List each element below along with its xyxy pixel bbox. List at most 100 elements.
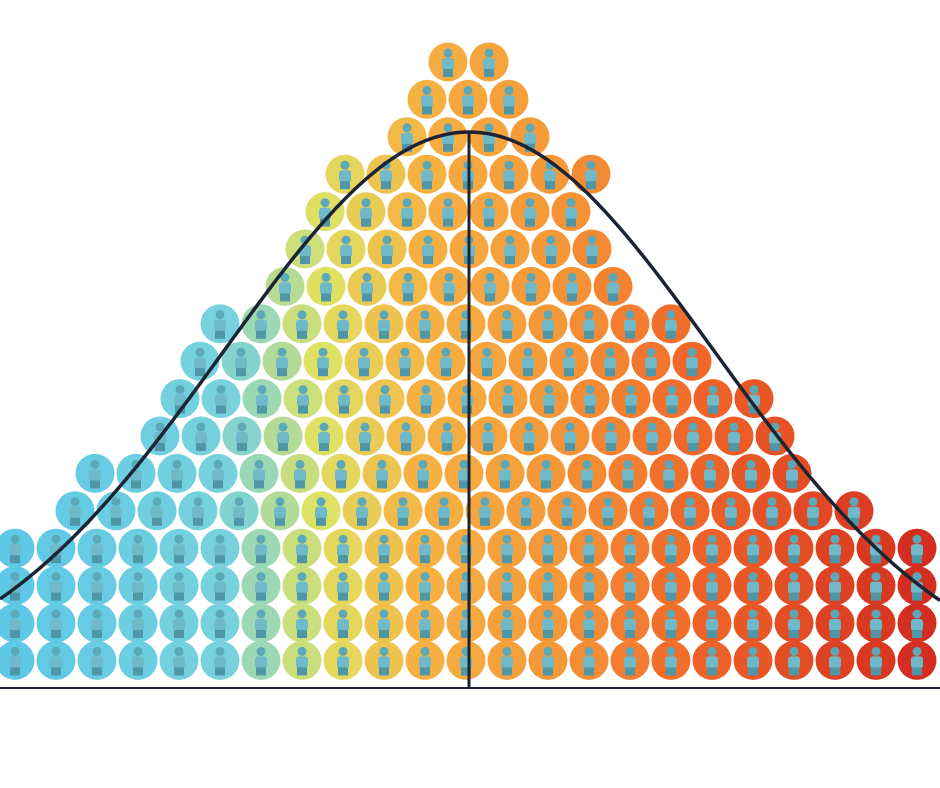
person-legs (297, 630, 307, 638)
person-head (666, 534, 676, 544)
person-legs (297, 555, 307, 564)
person-body (110, 506, 122, 519)
person-legs (51, 667, 61, 676)
person-legs (502, 667, 512, 676)
person-head (485, 272, 495, 282)
person-legs (767, 517, 777, 526)
person-legs (256, 667, 266, 676)
person-token (815, 566, 855, 606)
person-token (282, 566, 322, 606)
person-body (563, 357, 575, 370)
person-body (253, 469, 265, 482)
person-body (320, 282, 332, 295)
person-body (338, 394, 350, 407)
person-token (219, 491, 259, 531)
person-body (503, 95, 515, 108)
person-body (132, 656, 144, 669)
person-head (484, 198, 494, 208)
person-legs (544, 405, 554, 414)
person-head (338, 310, 348, 320)
person-body (564, 432, 576, 444)
person-token (506, 491, 546, 531)
person-legs (256, 592, 266, 601)
person-body (686, 357, 698, 370)
person-token (897, 640, 937, 680)
person-token (0, 528, 35, 568)
person-head (338, 609, 348, 619)
person-head (705, 459, 715, 469)
person-token (487, 566, 527, 606)
person-token (323, 603, 363, 643)
person-body (502, 394, 514, 407)
person-token (118, 528, 158, 568)
person-body (504, 245, 516, 257)
person-token (490, 229, 530, 269)
person-legs (871, 592, 881, 601)
person-token (200, 528, 240, 568)
person-token (222, 416, 262, 456)
person-token (528, 566, 568, 606)
person-head (421, 385, 431, 395)
person-head (688, 422, 698, 432)
person-body (236, 432, 248, 444)
person-head (585, 385, 595, 395)
person-token (364, 603, 404, 643)
person-legs (92, 630, 102, 638)
person-body (458, 469, 470, 482)
person-head (584, 646, 594, 656)
person-head (544, 385, 554, 395)
person-head (707, 646, 717, 656)
person-legs (707, 555, 717, 564)
person-token (200, 304, 240, 344)
person-legs (459, 480, 469, 489)
person-body (151, 506, 163, 519)
person-token (428, 192, 468, 232)
person-legs (338, 555, 348, 564)
person-body (607, 282, 619, 295)
person-body (643, 506, 655, 519)
person-body (296, 656, 308, 669)
person-head (234, 497, 244, 507)
person-legs (666, 555, 676, 564)
person-token (77, 640, 117, 680)
person-token (405, 528, 445, 568)
person-token (77, 528, 117, 568)
person-token (528, 603, 568, 643)
person-head (444, 272, 454, 282)
person-token (856, 640, 896, 680)
person-body (132, 581, 144, 594)
person-head (503, 385, 513, 395)
person-legs (584, 592, 594, 601)
person-body (870, 619, 882, 631)
person-legs (504, 181, 514, 190)
person-body (378, 619, 390, 631)
person-legs (748, 630, 758, 638)
person-legs (379, 630, 389, 638)
person-head (193, 497, 203, 507)
person-head (133, 534, 143, 544)
person-body (212, 469, 224, 482)
person-body (483, 58, 495, 70)
person-head (726, 497, 736, 507)
person-legs (485, 293, 495, 302)
person-token (406, 379, 446, 419)
person-head (10, 534, 20, 544)
person-head (626, 385, 636, 395)
person-head (526, 272, 536, 282)
person-head (605, 347, 615, 357)
person-body (520, 506, 532, 519)
person-legs (787, 480, 797, 489)
person-body (9, 656, 21, 669)
person-legs (484, 218, 494, 227)
person-head (625, 310, 635, 320)
person-legs (70, 517, 80, 526)
person-token (283, 379, 323, 419)
person-body (604, 357, 616, 370)
person-legs (789, 555, 799, 564)
person-head (280, 272, 290, 282)
person-body (294, 469, 306, 482)
person-head (361, 198, 371, 208)
person-body (420, 394, 432, 407)
person-head (871, 609, 881, 619)
person-head (174, 534, 184, 544)
